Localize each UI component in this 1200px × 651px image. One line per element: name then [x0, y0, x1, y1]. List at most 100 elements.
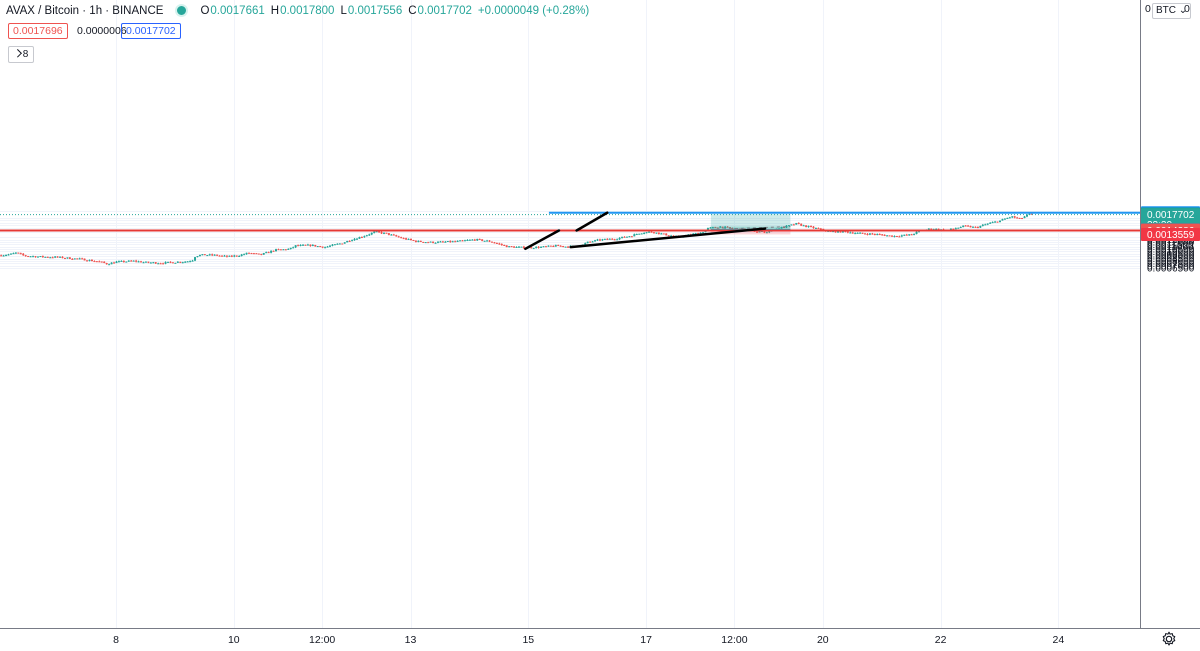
- candle-body: [630, 236, 633, 238]
- candle-body: [567, 246, 570, 248]
- candle-body: [412, 240, 415, 242]
- low-label: L: [340, 4, 347, 17]
- candle-body: [302, 244, 305, 246]
- gear-icon[interactable]: [1160, 630, 1178, 648]
- candle-body: [66, 257, 69, 259]
- candle-body: [596, 239, 599, 241]
- candle-body: [500, 243, 503, 245]
- candle-body: [888, 235, 891, 237]
- candle-body: [186, 261, 189, 263]
- candle-body: [783, 226, 786, 228]
- candle-body: [628, 236, 631, 238]
- candle-body: [584, 243, 587, 245]
- candle-body: [321, 246, 324, 248]
- candle-body: [137, 261, 140, 263]
- candle-body: [552, 246, 555, 248]
- candle-body: [208, 254, 211, 256]
- candle-body: [461, 240, 464, 242]
- candle-body: [648, 231, 651, 233]
- candle-body: [792, 224, 795, 226]
- candle-body: [189, 261, 192, 263]
- candle-body: [810, 226, 813, 228]
- currency-selector-button[interactable]: BTC ⌄: [1152, 3, 1192, 19]
- candle-body: [989, 222, 992, 224]
- candle-body: [248, 252, 251, 254]
- candle-body: [1013, 216, 1016, 218]
- candle-body: [0, 255, 3, 257]
- candle-body: [221, 255, 224, 257]
- time-tick-label: 10: [228, 634, 240, 646]
- candle-body: [88, 259, 91, 261]
- candle-body: [530, 247, 533, 249]
- candle-body: [341, 243, 344, 245]
- candle-body: [976, 227, 979, 229]
- candle-body: [1030, 213, 1033, 215]
- candle-body: [299, 244, 302, 246]
- candle-body: [915, 231, 918, 234]
- candle-body: [184, 261, 187, 263]
- candle-body: [380, 232, 383, 234]
- indicators-toggle-button[interactable]: 8: [8, 46, 34, 63]
- candle-body: [103, 261, 106, 263]
- candle-body: [927, 228, 930, 230]
- candle-body: [498, 243, 501, 245]
- candle-body: [608, 238, 611, 240]
- candle-body: [216, 254, 219, 256]
- candle-body: [488, 240, 491, 242]
- candle-body: [304, 244, 307, 246]
- candle-body: [319, 246, 322, 248]
- time-tick-label: 15: [522, 634, 534, 646]
- candle-body: [540, 246, 543, 248]
- candle-body: [650, 231, 653, 233]
- candle-body: [606, 238, 609, 240]
- candle-body: [120, 260, 123, 262]
- candle-body: [39, 256, 42, 258]
- candle-body: [621, 236, 624, 238]
- buy-price-box[interactable]: 0.0017702: [121, 23, 181, 39]
- candle-body: [368, 234, 371, 236]
- candle-body: [245, 252, 248, 255]
- candle-body: [395, 235, 398, 237]
- candle-body: [5, 255, 8, 257]
- candle-body: [729, 227, 732, 229]
- candle-body: [478, 238, 481, 240]
- candle-body: [483, 240, 486, 242]
- candle-body: [802, 225, 805, 227]
- candle-body: [652, 232, 655, 234]
- candle-body: [262, 253, 265, 255]
- candle-body: [859, 232, 862, 234]
- candle-body: [763, 230, 766, 233]
- candle-body: [63, 258, 66, 260]
- candle-body: [935, 228, 938, 230]
- sell-price-box[interactable]: 0.0017696: [8, 23, 68, 39]
- market-status-icon: [175, 4, 189, 17]
- candle-body: [819, 228, 822, 230]
- candle-body: [76, 258, 79, 260]
- candle-body: [895, 235, 898, 237]
- candle-body: [441, 241, 444, 243]
- candle-body: [265, 252, 268, 254]
- candle-body: [34, 256, 37, 258]
- candle-body: [449, 240, 452, 243]
- candle-body: [73, 258, 76, 260]
- candle-body: [59, 256, 62, 258]
- candle-body: [1021, 218, 1024, 220]
- candle-body: [122, 260, 125, 262]
- candle-body: [255, 253, 258, 255]
- candle-body: [454, 241, 457, 243]
- time-tick-label: 17: [640, 634, 652, 646]
- candle-body: [233, 255, 236, 257]
- candle-body: [272, 250, 275, 252]
- spread-value: 0.0000006: [77, 25, 127, 37]
- symbol-title[interactable]: AVAX / Bitcoin · 1h · BINANCE: [6, 4, 164, 17]
- high-value: 0.0017800: [280, 4, 335, 17]
- candle-body: [135, 260, 138, 262]
- candle-body: [535, 246, 538, 249]
- candle-body: [795, 222, 798, 225]
- candle-body: [564, 246, 567, 248]
- candle-body: [429, 241, 432, 243]
- candle-body: [17, 252, 20, 254]
- candle-body: [667, 235, 670, 237]
- candle-body: [90, 259, 93, 262]
